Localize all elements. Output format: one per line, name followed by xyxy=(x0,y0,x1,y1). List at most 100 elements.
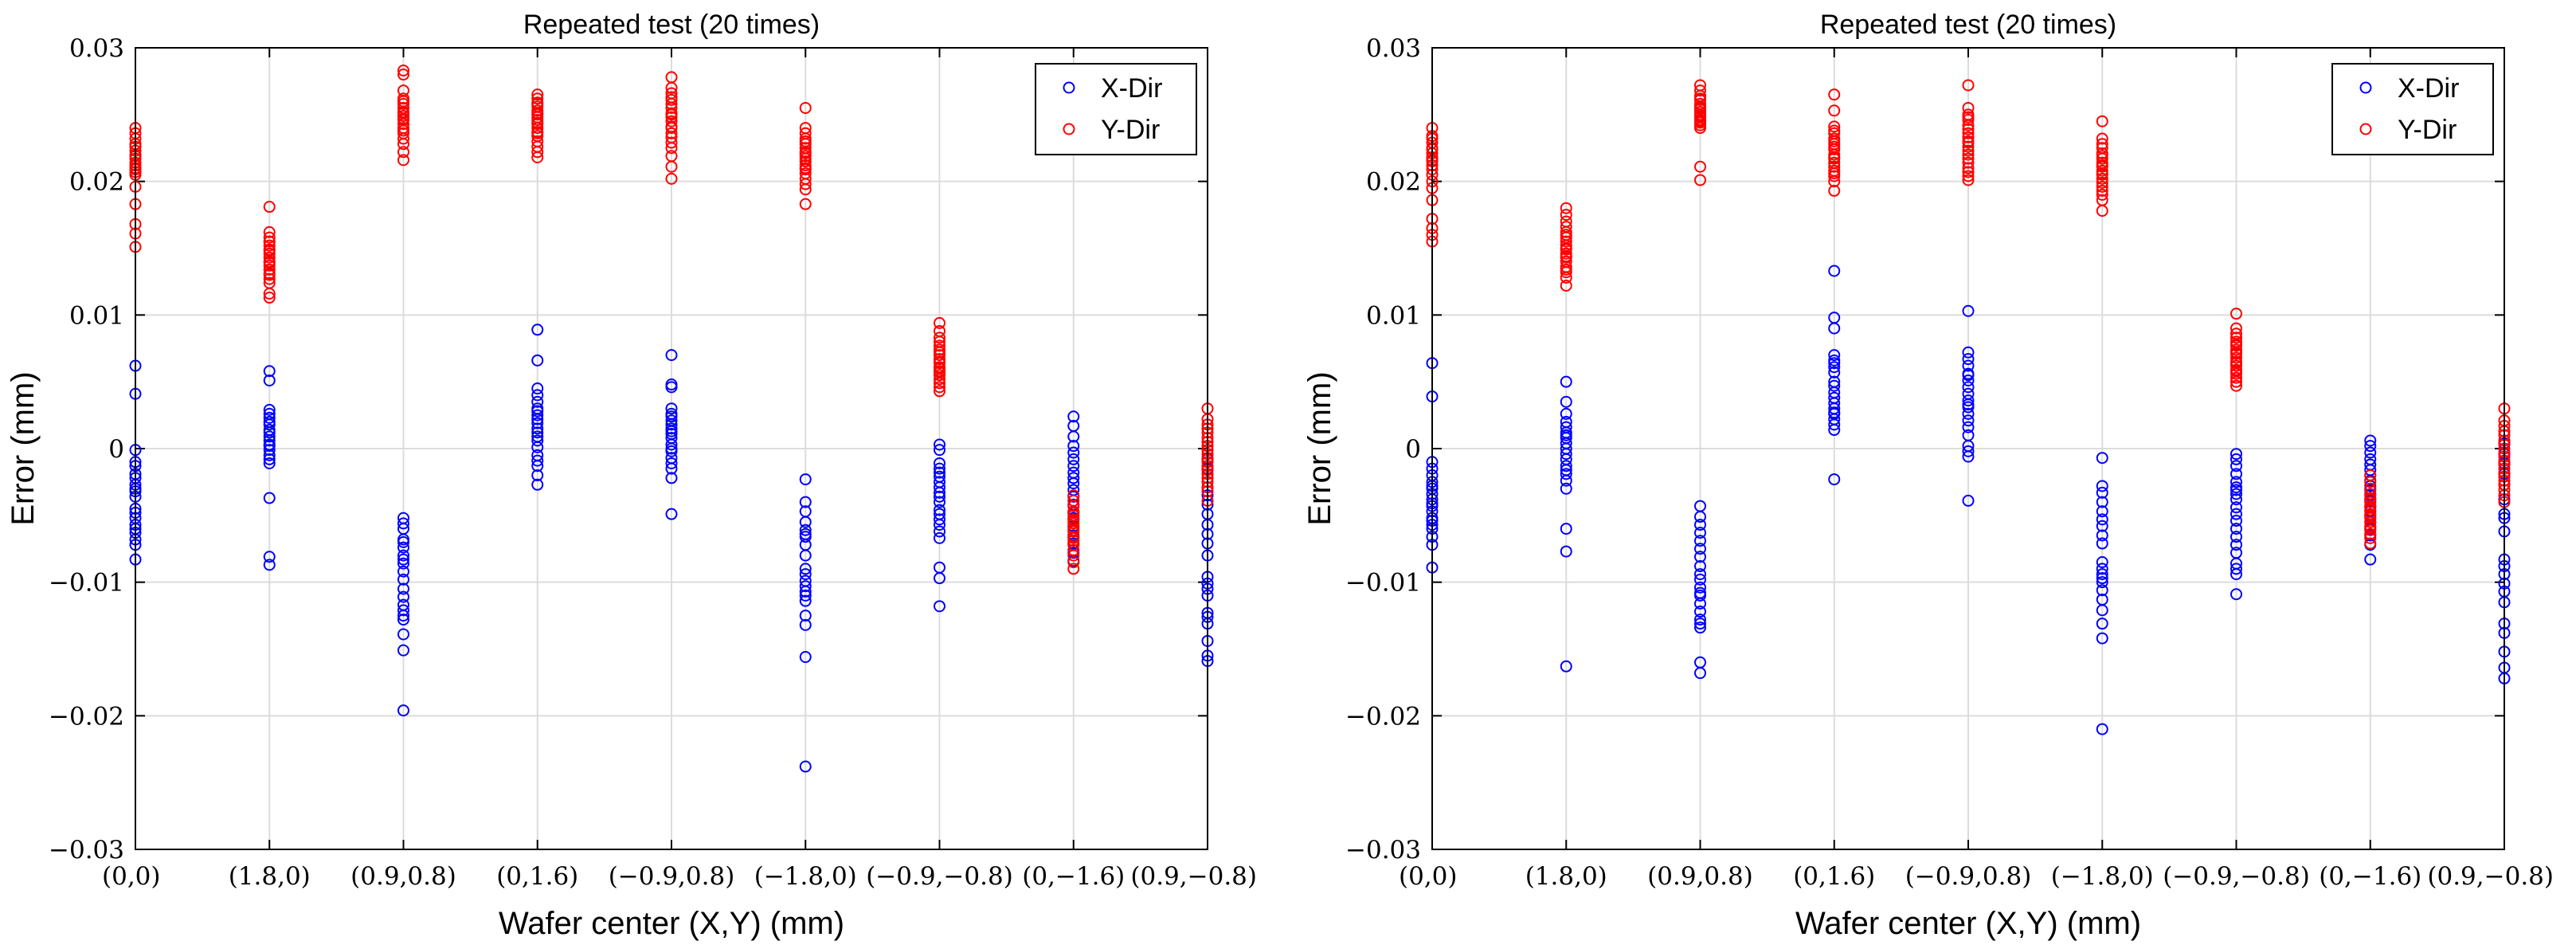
data-point xyxy=(1828,104,1841,117)
data-point xyxy=(934,316,945,329)
data-point xyxy=(2096,563,2108,575)
data-point xyxy=(2364,501,2377,514)
data-point xyxy=(1560,460,1572,472)
data-point xyxy=(263,273,276,285)
data-point xyxy=(397,573,409,586)
y-tick-label: 0.03 xyxy=(69,34,124,63)
data-point xyxy=(1828,167,1841,180)
data-point xyxy=(934,331,945,344)
data-point xyxy=(934,457,945,469)
data-point xyxy=(1962,152,1975,165)
data-point xyxy=(397,582,409,595)
data-point xyxy=(2096,172,2108,185)
y-tick-label: −0.03 xyxy=(1345,836,1421,865)
data-point xyxy=(665,172,678,185)
data-point xyxy=(2230,322,2242,335)
data-point xyxy=(2230,453,2242,465)
data-point xyxy=(1962,162,1975,174)
data-point xyxy=(2230,371,2242,384)
data-point xyxy=(1067,506,1080,519)
data-point xyxy=(397,614,409,626)
data-point xyxy=(799,162,812,174)
data-point xyxy=(397,65,409,77)
plot-frame xyxy=(135,47,1208,850)
data-point xyxy=(397,565,409,578)
data-point xyxy=(1560,271,1572,284)
data-point xyxy=(1694,535,1706,547)
data-point xyxy=(934,346,945,359)
data-point xyxy=(397,541,409,554)
data-point xyxy=(934,362,945,374)
data-point xyxy=(263,235,276,248)
data-point xyxy=(1962,445,1975,457)
data-point xyxy=(263,440,276,453)
x-axis-label: Wafer center (X,Y) (mm) xyxy=(1795,906,2141,941)
data-point xyxy=(1560,407,1572,420)
data-point xyxy=(263,444,276,457)
data-point xyxy=(397,553,409,566)
data-point xyxy=(1828,406,1841,419)
data-point xyxy=(934,525,945,538)
data-point xyxy=(263,415,276,428)
data-point xyxy=(1828,424,1841,437)
data-point xyxy=(2230,563,2242,575)
y-tick-label: −0.02 xyxy=(1345,702,1421,731)
data-point xyxy=(665,462,678,475)
data-point xyxy=(665,410,678,423)
data-point xyxy=(665,127,678,139)
data-point xyxy=(2096,167,2108,180)
data-point xyxy=(1962,174,1975,186)
data-point xyxy=(397,549,409,562)
data-point xyxy=(397,146,409,159)
data-point xyxy=(531,409,544,422)
data-point xyxy=(934,366,945,378)
data-point xyxy=(2230,357,2242,370)
data-point xyxy=(1828,322,1841,335)
data-point xyxy=(531,382,544,395)
y-tick-label: 0 xyxy=(1405,435,1421,464)
data-point xyxy=(1962,346,1975,359)
data-point xyxy=(263,551,276,563)
data-point xyxy=(1828,357,1841,370)
data-point xyxy=(2364,516,2377,528)
data-point xyxy=(2230,308,2242,320)
data-point xyxy=(263,374,276,386)
data-point xyxy=(263,251,276,264)
data-point xyxy=(934,339,945,352)
data-point xyxy=(665,160,678,173)
data-point xyxy=(2230,468,2242,480)
data-point xyxy=(531,426,544,439)
data-point xyxy=(1560,209,1572,222)
data-point xyxy=(2364,553,2377,566)
x-tick-label: (0,0) xyxy=(1399,862,1458,891)
data-point xyxy=(1067,515,1080,527)
data-point xyxy=(2096,537,2108,550)
data-point xyxy=(1828,418,1841,431)
data-point xyxy=(2096,159,2108,172)
data-point xyxy=(2230,351,2242,364)
data-point xyxy=(1962,136,1975,149)
data-point xyxy=(934,531,945,544)
data-point xyxy=(1560,229,1572,241)
data-point xyxy=(263,407,276,420)
data-point xyxy=(1560,468,1572,480)
data-point xyxy=(1962,304,1975,317)
data-point xyxy=(665,108,678,121)
legend-label-y-dir: Y-Dir xyxy=(2398,115,2457,145)
data-point xyxy=(1067,500,1080,512)
data-point xyxy=(1962,369,1975,382)
data-point xyxy=(1962,127,1975,139)
data-point xyxy=(799,585,812,598)
data-point xyxy=(2096,572,2108,585)
data-point xyxy=(934,462,945,475)
data-point xyxy=(1828,349,1841,362)
data-point xyxy=(1828,184,1841,197)
data-point xyxy=(263,231,276,244)
data-point xyxy=(665,418,678,431)
data-point xyxy=(665,402,678,415)
data-point xyxy=(1694,519,1706,531)
y-axis-label: Error (mm) xyxy=(6,371,41,525)
y-tick-label: −0.01 xyxy=(49,569,124,598)
data-point xyxy=(1962,101,1975,114)
data-point xyxy=(1694,527,1706,539)
